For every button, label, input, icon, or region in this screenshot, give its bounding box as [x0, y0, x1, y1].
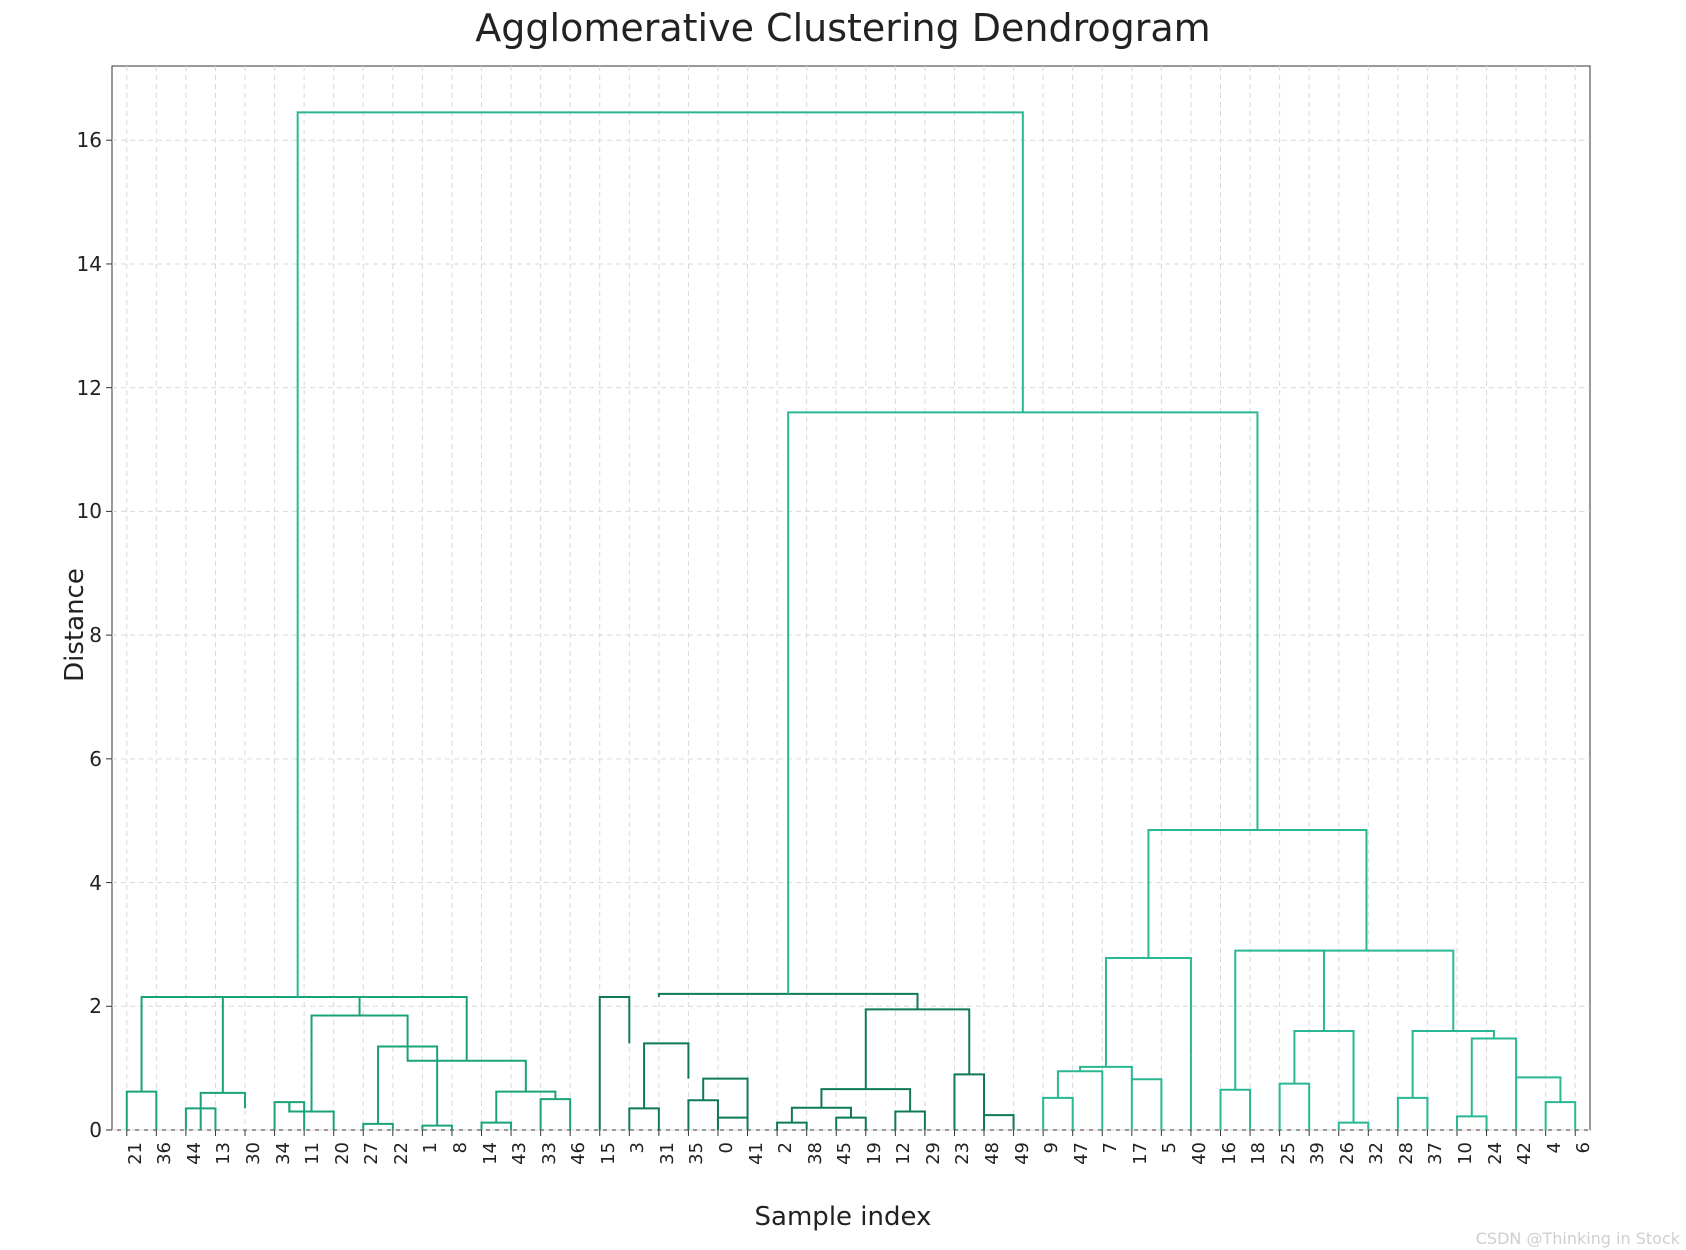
- x-tick-label: 49: [1012, 1142, 1033, 1182]
- x-tick-label: 37: [1425, 1142, 1446, 1182]
- x-tick-label: 35: [686, 1142, 707, 1182]
- x-tick-label: 32: [1366, 1142, 1387, 1182]
- x-tick-label: 36: [154, 1142, 175, 1182]
- x-tick-label: 12: [893, 1142, 914, 1182]
- x-tick-label: 43: [509, 1142, 530, 1182]
- x-tick-label: 0: [716, 1142, 737, 1182]
- x-tick-label: 27: [361, 1142, 382, 1182]
- x-tick-label: 39: [1307, 1142, 1328, 1182]
- y-tick-label: 8: [58, 623, 102, 647]
- x-tick-label: 7: [1100, 1142, 1121, 1182]
- y-tick-label: 6: [58, 747, 102, 771]
- x-tick-label: 21: [125, 1142, 146, 1182]
- x-tick-label: 13: [213, 1142, 234, 1182]
- x-tick-label: 29: [923, 1142, 944, 1182]
- x-tick-label: 19: [864, 1142, 885, 1182]
- x-tick-label: 4: [1544, 1142, 1565, 1182]
- x-tick-label: 18: [1248, 1142, 1269, 1182]
- dendrogram-svg: [0, 0, 1686, 1250]
- x-tick-label: 38: [805, 1142, 826, 1182]
- x-tick-label: 41: [746, 1142, 767, 1182]
- y-tick-label: 12: [58, 376, 102, 400]
- x-tick-label: 16: [1219, 1142, 1240, 1182]
- x-tick-label: 11: [302, 1142, 323, 1182]
- x-tick-label: 25: [1278, 1142, 1299, 1182]
- x-tick-label: 24: [1485, 1142, 1506, 1182]
- x-tick-label: 22: [391, 1142, 412, 1182]
- chart-container: { "title": "Agglomerative Clustering Den…: [0, 0, 1686, 1250]
- y-tick-label: 14: [58, 252, 102, 276]
- x-tick-label: 23: [952, 1142, 973, 1182]
- x-tick-label: 8: [450, 1142, 471, 1182]
- x-tick-label: 14: [480, 1142, 501, 1182]
- x-tick-label: 9: [1041, 1142, 1062, 1182]
- x-tick-label: 48: [982, 1142, 1003, 1182]
- x-tick-label: 47: [1071, 1142, 1092, 1182]
- x-tick-label: 1: [420, 1142, 441, 1182]
- x-tick-label: 34: [273, 1142, 294, 1182]
- x-tick-label: 45: [834, 1142, 855, 1182]
- y-tick-label: 0: [58, 1118, 102, 1142]
- y-tick-label: 2: [58, 994, 102, 1018]
- x-tick-label: 20: [332, 1142, 353, 1182]
- y-tick-label: 10: [58, 499, 102, 523]
- y-tick-label: 16: [58, 128, 102, 152]
- x-tick-label: 3: [627, 1142, 648, 1182]
- x-tick-label: 28: [1396, 1142, 1417, 1182]
- y-tick-label: 4: [58, 871, 102, 895]
- x-tick-label: 31: [657, 1142, 678, 1182]
- x-tick-label: 30: [243, 1142, 264, 1182]
- x-tick-label: 2: [775, 1142, 796, 1182]
- x-tick-label: 26: [1337, 1142, 1358, 1182]
- x-tick-label: 42: [1514, 1142, 1535, 1182]
- x-tick-label: 46: [568, 1142, 589, 1182]
- x-tick-label: 6: [1573, 1142, 1594, 1182]
- x-tick-label: 40: [1189, 1142, 1210, 1182]
- x-tick-label: 5: [1159, 1142, 1180, 1182]
- x-tick-label: 15: [598, 1142, 619, 1182]
- x-tick-label: 33: [539, 1142, 560, 1182]
- x-tick-label: 10: [1455, 1142, 1476, 1182]
- x-tick-label: 17: [1130, 1142, 1151, 1182]
- x-tick-label: 44: [184, 1142, 205, 1182]
